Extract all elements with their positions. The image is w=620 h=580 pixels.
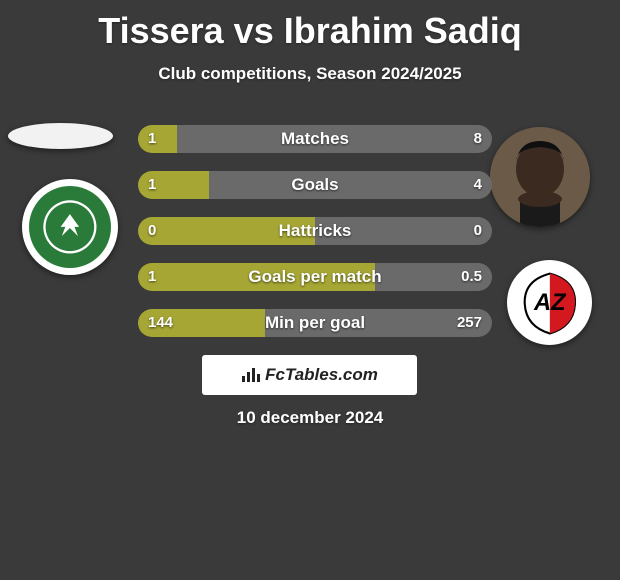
stat-label: Min per goal <box>138 309 492 337</box>
stat-label: Matches <box>138 125 492 153</box>
stat-value-right: 4 <box>474 171 482 199</box>
stat-value-right: 8 <box>474 125 482 153</box>
stat-row-goals: 1 Goals 4 <box>138 171 492 199</box>
page-title: Tissera vs Ibrahim Sadiq <box>0 0 620 52</box>
stat-row-goals-per-match: 1 Goals per match 0.5 <box>138 263 492 291</box>
stat-label: Goals <box>138 171 492 199</box>
stat-label: Hattricks <box>138 217 492 245</box>
left-player-avatar <box>8 123 113 149</box>
stat-value-right: 0.5 <box>461 263 482 291</box>
svg-text:AZ: AZ <box>533 289 567 315</box>
branding-box[interactable]: FcTables.com <box>202 355 417 395</box>
stat-row-matches: 1 Matches 8 <box>138 125 492 153</box>
page-subtitle: Club competitions, Season 2024/2025 <box>0 64 620 84</box>
stat-row-hattricks: 0 Hattricks 0 <box>138 217 492 245</box>
stat-label: Goals per match <box>138 263 492 291</box>
bar-chart-icon <box>241 366 261 384</box>
date-label: 10 december 2024 <box>0 408 620 428</box>
branding-text: FcTables.com <box>265 365 378 385</box>
az-crest-icon: AZ <box>515 268 585 338</box>
stats-container: 1 Matches 8 1 Goals 4 0 Hattricks 0 1 Go… <box>138 125 492 355</box>
eagle-icon <box>41 198 99 256</box>
right-player-avatar <box>490 127 590 227</box>
right-club-badge: AZ <box>507 260 592 345</box>
stat-value-right: 257 <box>457 309 482 337</box>
stat-row-min-per-goal: 144 Min per goal 257 <box>138 309 492 337</box>
ludogorets-crest <box>29 186 112 269</box>
left-club-badge <box>22 179 118 275</box>
player-portrait-icon <box>490 127 590 227</box>
stat-value-right: 0 <box>474 217 482 245</box>
